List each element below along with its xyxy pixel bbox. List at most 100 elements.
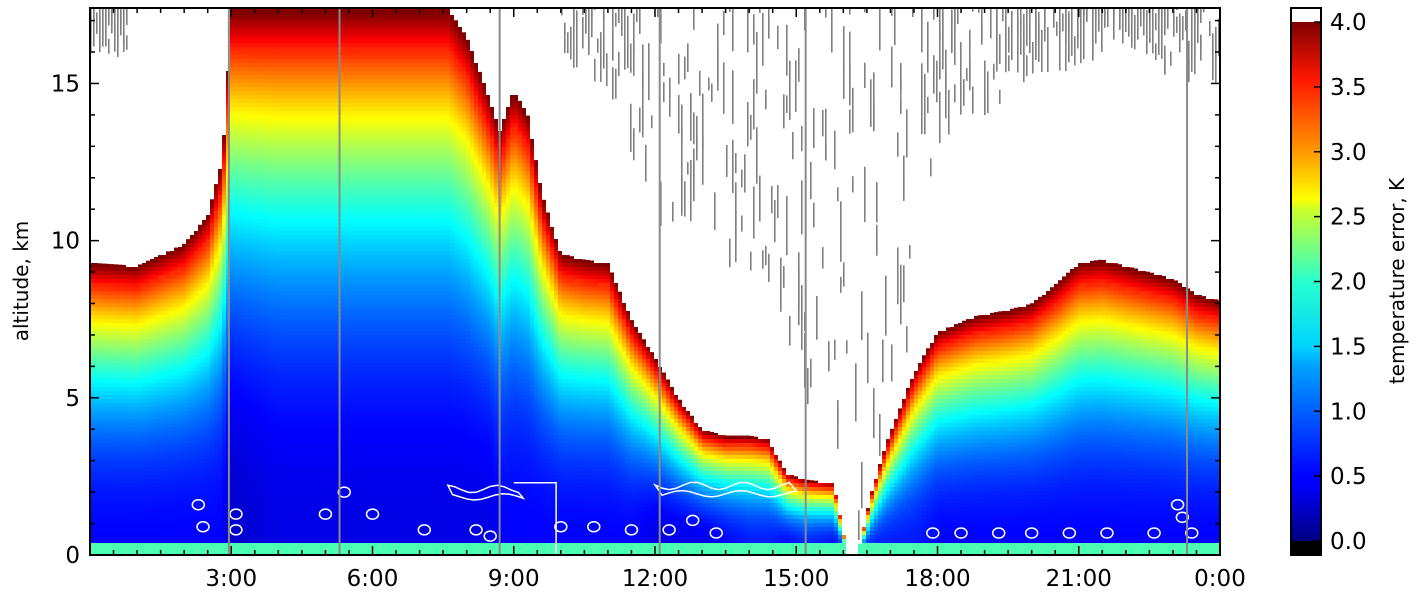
heatmap-cell bbox=[138, 475, 142, 479]
heatmap-cell bbox=[146, 261, 150, 263]
heatmap-cell bbox=[222, 227, 226, 231]
heatmap-cell bbox=[222, 531, 226, 535]
heatmap-cell bbox=[214, 199, 218, 203]
heatmap-cell bbox=[246, 75, 250, 79]
heatmap-cell bbox=[166, 331, 170, 335]
heatmap-cell bbox=[286, 483, 290, 487]
heatmap-cell bbox=[222, 367, 226, 371]
heatmap-cell bbox=[282, 99, 286, 103]
heatmap-cell bbox=[162, 435, 166, 439]
heatmap-cell bbox=[182, 455, 186, 459]
heatmap-cell bbox=[278, 183, 282, 187]
heatmap-cell bbox=[166, 299, 170, 303]
heatmap-cell bbox=[270, 207, 274, 211]
heatmap-cell bbox=[182, 279, 186, 283]
heatmap-cell bbox=[94, 387, 98, 391]
heatmap-cell bbox=[126, 295, 130, 299]
heatmap-cell bbox=[246, 131, 250, 135]
heatmap-cell bbox=[186, 359, 190, 363]
heatmap-cell bbox=[274, 507, 278, 511]
heatmap-cell bbox=[290, 135, 294, 139]
heatmap-cell bbox=[102, 291, 106, 295]
heatmap-cell bbox=[246, 147, 250, 151]
heatmap-cell bbox=[162, 267, 166, 271]
heatmap-cell bbox=[282, 443, 286, 447]
heatmap-cell bbox=[182, 491, 186, 495]
heatmap-cell bbox=[230, 399, 234, 403]
heatmap-cell bbox=[218, 283, 222, 287]
heatmap-cell bbox=[242, 451, 246, 455]
heatmap-cell bbox=[254, 315, 258, 319]
heatmap-cell bbox=[102, 311, 106, 315]
heatmap-cell bbox=[278, 331, 282, 335]
heatmap-cell bbox=[162, 483, 166, 487]
heatmap-cell bbox=[194, 463, 198, 467]
heatmap-cell bbox=[206, 223, 210, 227]
heatmap-cell bbox=[186, 255, 190, 259]
heatmap-cell bbox=[242, 319, 246, 323]
heatmap-cell bbox=[246, 231, 250, 235]
heatmap-cell bbox=[154, 503, 158, 507]
heatmap-cell bbox=[194, 439, 198, 443]
heatmap-cell bbox=[282, 515, 286, 519]
heatmap-cell bbox=[250, 475, 254, 479]
heatmap-cell bbox=[266, 367, 270, 371]
heatmap-cell bbox=[114, 311, 118, 315]
heatmap-cell bbox=[250, 239, 254, 243]
heatmap-cell bbox=[246, 275, 250, 279]
heatmap-cell bbox=[110, 347, 114, 351]
heatmap-cell bbox=[118, 431, 122, 435]
heatmap-cell bbox=[162, 339, 166, 343]
heatmap-cell bbox=[198, 299, 202, 303]
heatmap-cell bbox=[118, 367, 122, 371]
heatmap-cell bbox=[214, 427, 218, 431]
heatmap-cell bbox=[98, 323, 102, 327]
heatmap-cell bbox=[202, 243, 206, 247]
heatmap-cell bbox=[250, 111, 254, 115]
heatmap-cell bbox=[170, 367, 174, 371]
heatmap-cell bbox=[254, 43, 258, 47]
heatmap-cell bbox=[198, 543, 202, 547]
heatmap-cell bbox=[266, 443, 270, 447]
heatmap-cell bbox=[210, 375, 214, 379]
heatmap-cell bbox=[146, 535, 150, 539]
heatmap-cell bbox=[290, 219, 294, 223]
heatmap-cell bbox=[218, 219, 222, 223]
heatmap-cell bbox=[210, 371, 214, 375]
heatmap-cell bbox=[246, 251, 250, 255]
heatmap-cell bbox=[222, 447, 226, 451]
heatmap-cell bbox=[166, 423, 170, 427]
heatmap-cell bbox=[114, 275, 118, 279]
heatmap-cell bbox=[286, 271, 290, 275]
heatmap-cell bbox=[206, 319, 210, 323]
heatmap-cell bbox=[222, 235, 226, 239]
heatmap-cell bbox=[218, 367, 222, 371]
heatmap-cell bbox=[222, 379, 226, 383]
heatmap-cell bbox=[186, 499, 190, 503]
heatmap-cell bbox=[102, 319, 106, 323]
heatmap-cell bbox=[102, 359, 106, 363]
heatmap-cell bbox=[182, 467, 186, 471]
heatmap-cell bbox=[198, 495, 202, 499]
heatmap-cell bbox=[134, 319, 138, 323]
heatmap-cell bbox=[274, 79, 278, 83]
heatmap-cell bbox=[122, 275, 126, 279]
heatmap-cell bbox=[282, 323, 286, 327]
heatmap-cell bbox=[250, 307, 254, 311]
heatmap-cell bbox=[210, 483, 214, 487]
heatmap-cell bbox=[258, 235, 262, 239]
heatmap-cell bbox=[122, 367, 126, 371]
heatmap-cell bbox=[166, 535, 170, 539]
heatmap-cell bbox=[186, 539, 190, 543]
heatmap-cell bbox=[286, 263, 290, 267]
heatmap-cell bbox=[218, 223, 222, 227]
heatmap-cell bbox=[126, 435, 130, 439]
heatmap-cell bbox=[230, 403, 234, 407]
heatmap-cell bbox=[258, 183, 262, 187]
heatmap-cell bbox=[214, 339, 218, 343]
heatmap-cell bbox=[250, 51, 254, 55]
heatmap-cell bbox=[222, 343, 226, 347]
heatmap-cell bbox=[286, 387, 290, 391]
heatmap-cell bbox=[194, 331, 198, 335]
heatmap-cell bbox=[106, 443, 110, 447]
